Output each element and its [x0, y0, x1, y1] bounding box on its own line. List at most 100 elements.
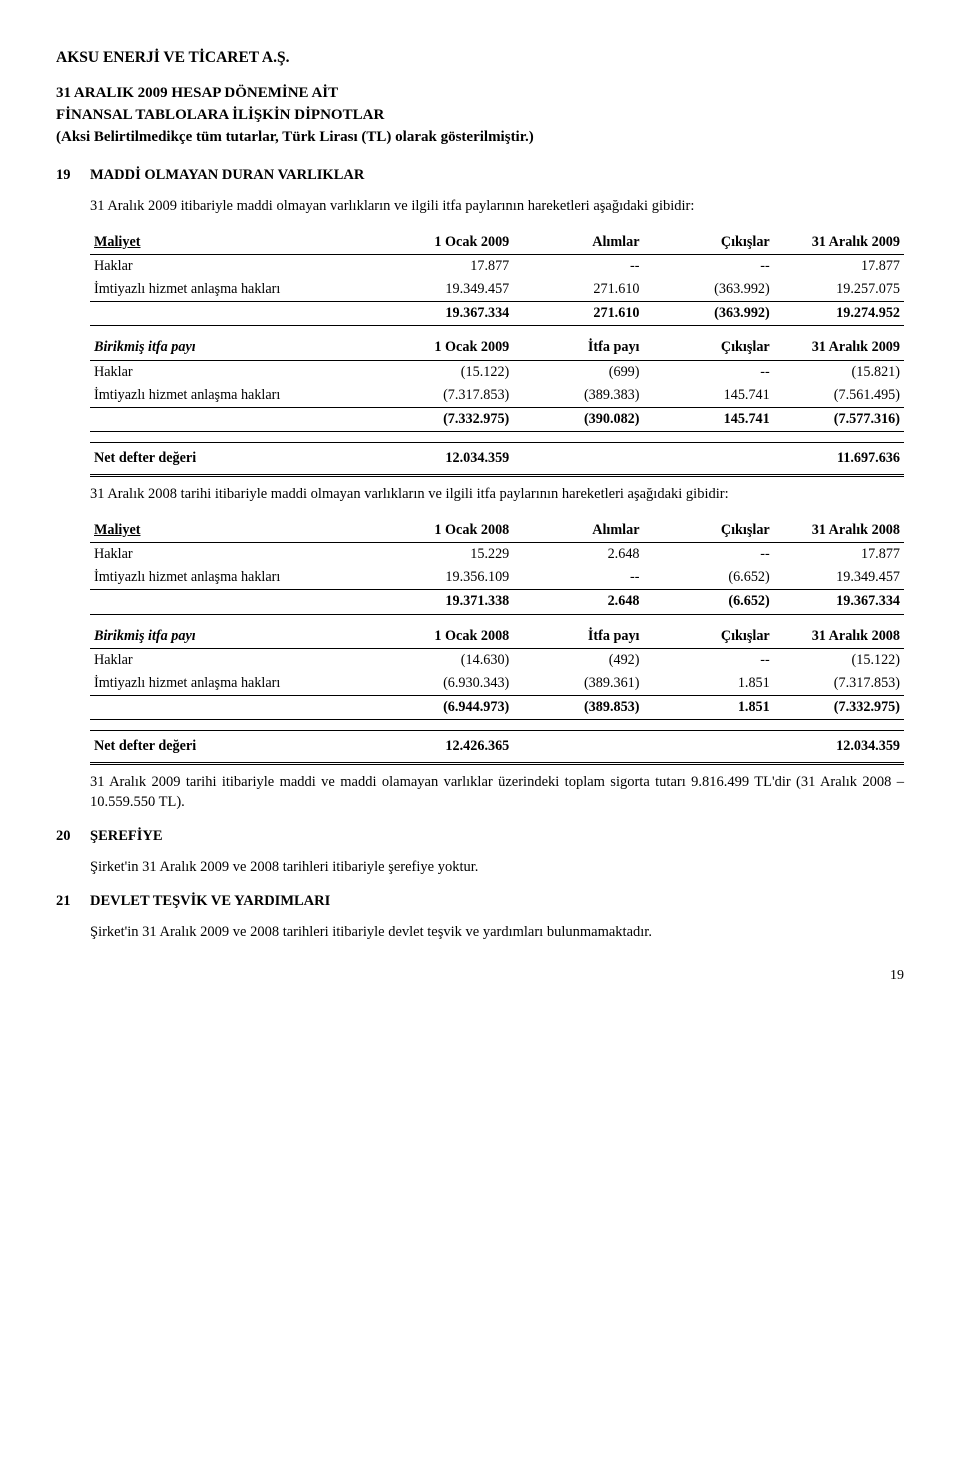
t4-h0: Birikmiş itfa payı	[94, 628, 196, 644]
t3-tot1: 19.371.338	[383, 590, 513, 614]
t1-tot3: (363.992)	[644, 302, 774, 326]
t1-h2: Alımlar	[513, 231, 643, 255]
t1-r2c1: 19.349.457	[383, 278, 513, 302]
t2-h3: Çıkışlar	[644, 336, 774, 360]
t2-h0: Birikmiş itfa payı	[94, 339, 196, 355]
net-book-2008: Net defter değeri 12.426.365 12.034.359	[90, 730, 904, 765]
t3-r2c4: 19.349.457	[774, 566, 904, 590]
t2-tot3: 145.741	[644, 408, 774, 432]
net2-label: Net defter değeri	[90, 731, 383, 764]
note-21-number: 21	[56, 892, 90, 912]
t3-tot4: 19.367.334	[774, 590, 904, 614]
t2-r2c4: (7.561.495)	[774, 384, 904, 408]
t4-h4: 31 Aralık 2008	[774, 625, 904, 649]
t1-h0: Maliyet	[94, 234, 140, 250]
t4-r1c4: (15.122)	[774, 648, 904, 672]
table-depr-2008: Birikmiş itfa payı 1 Ocak 2008 İtfa payı…	[90, 625, 904, 721]
t2-r1c1: (15.122)	[383, 360, 513, 384]
table-total-row: 19.367.334 271.610 (363.992) 19.274.952	[90, 302, 904, 326]
t2-r1c0: Haklar	[90, 360, 383, 384]
t3-r1c1: 15.229	[383, 543, 513, 567]
t2-r2c2: (389.383)	[513, 384, 643, 408]
t2-tot2: (390.082)	[513, 408, 643, 432]
t4-h3: Çıkışlar	[644, 625, 774, 649]
t1-r2c2: 271.610	[513, 278, 643, 302]
t4-r2c1: (6.930.343)	[383, 672, 513, 696]
t1-r1c1: 17.877	[383, 254, 513, 278]
t4-r2c4: (7.317.853)	[774, 672, 904, 696]
table-cost-2009: Maliyet 1 Ocak 2009 Alımlar Çıkışlar 31 …	[90, 231, 904, 327]
t1-r1c2: --	[513, 254, 643, 278]
t3-h0: Maliyet	[94, 522, 140, 538]
table-total-row: (7.332.975) (390.082) 145.741 (7.577.316…	[90, 408, 904, 432]
t2-r1c2: (699)	[513, 360, 643, 384]
note-21-title: DEVLET TEŞVİK VE YARDIMLARI	[90, 892, 330, 912]
t1-r1c4: 17.877	[774, 254, 904, 278]
company-name: AKSU ENERJİ VE TİCARET A.Ş.	[56, 48, 904, 69]
header-line-1: 31 ARALIK 2009 HESAP DÖNEMİNE AİT	[56, 83, 904, 103]
t3-r2c3: (6.652)	[644, 566, 774, 590]
table-total-row: (6.944.973) (389.853) 1.851 (7.332.975)	[90, 696, 904, 720]
table-total-row: 19.371.338 2.648 (6.652) 19.367.334	[90, 590, 904, 614]
t2-r1c4: (15.821)	[774, 360, 904, 384]
t3-r2c1: 19.356.109	[383, 566, 513, 590]
t4-tot2: (389.853)	[513, 696, 643, 720]
net1-v1: 12.034.359	[383, 443, 513, 476]
note-19-para-1: 31 Aralık 2009 itibariyle maddi olmayan …	[90, 197, 904, 217]
t1-tot1: 19.367.334	[383, 302, 513, 326]
table-row: İmtiyazlı hizmet anlaşma hakları (6.930.…	[90, 672, 904, 696]
t1-h1: 1 Ocak 2009	[383, 231, 513, 255]
note-21-para: Şirket'in 31 Aralık 2009 ve 2008 tarihle…	[90, 923, 904, 943]
page-number: 19	[56, 967, 904, 986]
t3-r1c4: 17.877	[774, 543, 904, 567]
t4-r2c2: (389.361)	[513, 672, 643, 696]
net1-label: Net defter değeri	[90, 443, 383, 476]
t1-r1c0: Haklar	[90, 254, 383, 278]
t2-r2c3: 145.741	[644, 384, 774, 408]
table-row: İmtiyazlı hizmet anlaşma hakları 19.356.…	[90, 566, 904, 590]
note-19-title: MADDİ OLMAYAN DURAN VARLIKLAR	[90, 166, 364, 186]
t4-h1: 1 Ocak 2008	[383, 625, 513, 649]
net-book-2009: Net defter değeri 12.034.359 11.697.636	[90, 442, 904, 477]
header-sub: (Aksi Belirtilmedikçe tüm tutarlar, Türk…	[56, 127, 904, 147]
t2-r2c0: İmtiyazlı hizmet anlaşma hakları	[90, 384, 383, 408]
t4-tot4: (7.332.975)	[774, 696, 904, 720]
table-row: Haklar 15.229 2.648 -- 17.877	[90, 543, 904, 567]
t1-r2c4: 19.257.075	[774, 278, 904, 302]
t3-r2c2: --	[513, 566, 643, 590]
t3-h3: Çıkışlar	[644, 519, 774, 543]
t1-h4: 31 Aralık 2009	[774, 231, 904, 255]
t3-h1: 1 Ocak 2008	[383, 519, 513, 543]
t4-r2c3: 1.851	[644, 672, 774, 696]
t1-r1c3: --	[644, 254, 774, 278]
table-cost-2008: Maliyet 1 Ocak 2008 Alımlar Çıkışlar 31 …	[90, 519, 904, 615]
note-20-number: 20	[56, 827, 90, 847]
note-20-para: Şirket'in 31 Aralık 2009 ve 2008 tarihle…	[90, 858, 904, 878]
t2-h1: 1 Ocak 2009	[383, 336, 513, 360]
note-19-para-3: 31 Aralık 2009 tarihi itibariyle maddi v…	[90, 773, 904, 812]
table-row: İmtiyazlı hizmet anlaşma hakları (7.317.…	[90, 384, 904, 408]
t3-h2: Alımlar	[513, 519, 643, 543]
t3-r1c0: Haklar	[90, 543, 383, 567]
t4-r1c3: --	[644, 648, 774, 672]
t2-h2: İtfa payı	[513, 336, 643, 360]
t4-h2: İtfa payı	[513, 625, 643, 649]
t1-tot2: 271.610	[513, 302, 643, 326]
net2-v1: 12.426.365	[383, 731, 513, 764]
t1-r2c3: (363.992)	[644, 278, 774, 302]
t2-h4: 31 Aralık 2009	[774, 336, 904, 360]
t3-tot3: (6.652)	[644, 590, 774, 614]
t3-r1c2: 2.648	[513, 543, 643, 567]
t2-tot1: (7.332.975)	[383, 408, 513, 432]
t4-r2c0: İmtiyazlı hizmet anlaşma hakları	[90, 672, 383, 696]
t4-r1c2: (492)	[513, 648, 643, 672]
table-depr-2009: Birikmiş itfa payı 1 Ocak 2009 İtfa payı…	[90, 336, 904, 432]
t3-r1c3: --	[644, 543, 774, 567]
note-19-para-2: 31 Aralık 2008 tarihi itibariyle maddi o…	[90, 485, 904, 505]
t2-tot4: (7.577.316)	[774, 408, 904, 432]
table-row: İmtiyazlı hizmet anlaşma hakları 19.349.…	[90, 278, 904, 302]
t4-tot3: 1.851	[644, 696, 774, 720]
t2-r1c3: --	[644, 360, 774, 384]
table-row: Haklar (14.630) (492) -- (15.122)	[90, 648, 904, 672]
t3-tot2: 2.648	[513, 590, 643, 614]
